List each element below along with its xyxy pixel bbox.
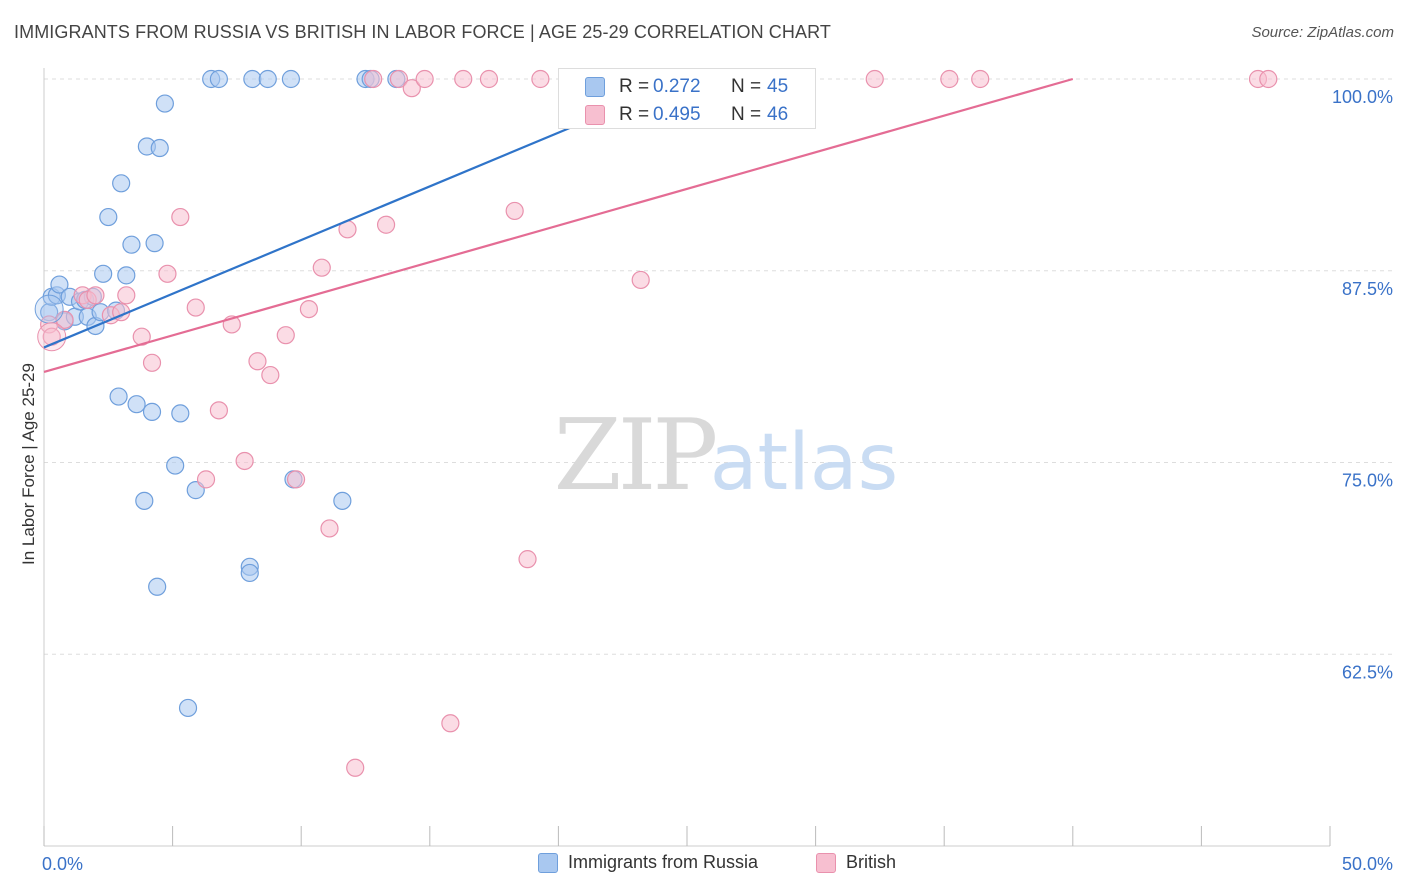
watermark-zip: ZIP xyxy=(554,399,716,513)
tick-labels: 100.0% 87.5% 75.0% 62.5% 0.0% 50.0% xyxy=(42,87,1393,874)
russia-point xyxy=(145,234,164,253)
russia-point xyxy=(166,456,185,475)
axes xyxy=(43,68,1331,847)
r-label: R = xyxy=(619,104,650,125)
british-point xyxy=(261,365,280,385)
russia-point xyxy=(142,402,162,421)
british-point xyxy=(454,69,473,89)
british-point xyxy=(209,401,228,420)
russia-point xyxy=(178,698,198,718)
british-point xyxy=(186,298,205,317)
british-point xyxy=(415,69,434,89)
british-point xyxy=(117,286,136,305)
british-point xyxy=(505,201,524,221)
british-point xyxy=(235,451,254,471)
russia-legend-swatch xyxy=(538,852,558,873)
russia-point xyxy=(135,491,154,510)
russia-point xyxy=(112,174,131,193)
british-point xyxy=(940,69,959,89)
y-tick-label: 100.0% xyxy=(1332,87,1393,107)
british-point xyxy=(865,69,884,89)
russia-point xyxy=(155,94,174,113)
russia-point xyxy=(122,235,141,254)
y-tick-label: 75.0% xyxy=(1342,471,1393,491)
russia-point xyxy=(150,138,169,158)
n-value: 45 xyxy=(767,76,789,97)
british-point xyxy=(248,352,267,371)
russia-point xyxy=(109,387,128,406)
british-point xyxy=(441,714,460,733)
russia-point xyxy=(127,395,146,414)
russia-point xyxy=(148,577,167,596)
legend-label-british: British xyxy=(846,852,897,872)
legend-item-british[interactable]: British xyxy=(816,852,896,873)
british-point xyxy=(531,69,550,89)
x-tick-label: 0.0% xyxy=(42,854,83,874)
watermark-atlas: atlas xyxy=(710,418,899,508)
russia-point xyxy=(240,563,259,583)
russia-point xyxy=(171,404,190,423)
british-point-cluster xyxy=(37,322,67,352)
russia-point xyxy=(333,491,352,510)
russia-point xyxy=(281,69,301,89)
british-point xyxy=(86,286,105,305)
british-point xyxy=(312,258,331,277)
y-tick-label: 62.5% xyxy=(1342,662,1393,682)
russia-swatch xyxy=(585,77,605,97)
x-tick-label: 50.0% xyxy=(1342,854,1393,874)
british-point xyxy=(389,69,409,89)
data-points xyxy=(34,69,1278,777)
russia-point xyxy=(209,69,228,89)
r-value: 0.495 xyxy=(653,104,701,125)
russia-point-cluster xyxy=(34,294,64,324)
legend-label-russia: Immigrants from Russia xyxy=(568,852,759,872)
british-point xyxy=(158,264,177,283)
stats-legend: R = 0.272 N = 45 R = 0.495 N = 46 xyxy=(558,68,816,129)
legend-item-russia[interactable]: Immigrants from Russia xyxy=(538,852,758,873)
british-point xyxy=(276,326,295,345)
n-value: 46 xyxy=(767,104,789,125)
british-point xyxy=(364,69,383,89)
british-trend-line xyxy=(43,77,1074,374)
n-label: N = xyxy=(731,104,762,125)
stats-row-russia: R = 0.272 N = 45 xyxy=(559,73,815,101)
russia-point xyxy=(50,275,69,294)
british-point xyxy=(402,79,421,98)
russia-point xyxy=(117,266,136,285)
british-point xyxy=(286,470,306,489)
british-point xyxy=(320,519,339,538)
british-point xyxy=(1259,69,1278,89)
russia-point xyxy=(99,207,118,227)
chart-title: IMMIGRANTS FROM RUSSIA VS BRITISH IN LAB… xyxy=(14,22,831,42)
british-point xyxy=(518,550,537,569)
r-label: R = xyxy=(619,76,650,97)
british-legend-swatch xyxy=(816,852,836,873)
british-point xyxy=(346,758,365,777)
russia-point xyxy=(258,69,277,89)
chart-source: Source: ZipAtlas.com xyxy=(1251,24,1394,41)
british-point xyxy=(631,270,650,290)
r-value: 0.272 xyxy=(653,76,701,97)
russia-point xyxy=(94,264,113,283)
british-point xyxy=(299,300,319,319)
n-label: N = xyxy=(731,76,762,97)
british-point xyxy=(196,470,216,489)
watermark: ZIP atlas xyxy=(554,399,899,513)
stats-row-british: R = 0.495 N = 46 xyxy=(559,101,815,129)
british-point xyxy=(376,215,396,234)
british-point xyxy=(971,69,990,89)
british-point xyxy=(479,69,499,89)
y-tick-label: 87.5% xyxy=(1342,279,1393,299)
british-point xyxy=(171,207,190,227)
british-swatch xyxy=(585,105,605,125)
british-point xyxy=(55,310,74,329)
russia-point xyxy=(243,69,262,89)
british-point xyxy=(142,353,162,372)
